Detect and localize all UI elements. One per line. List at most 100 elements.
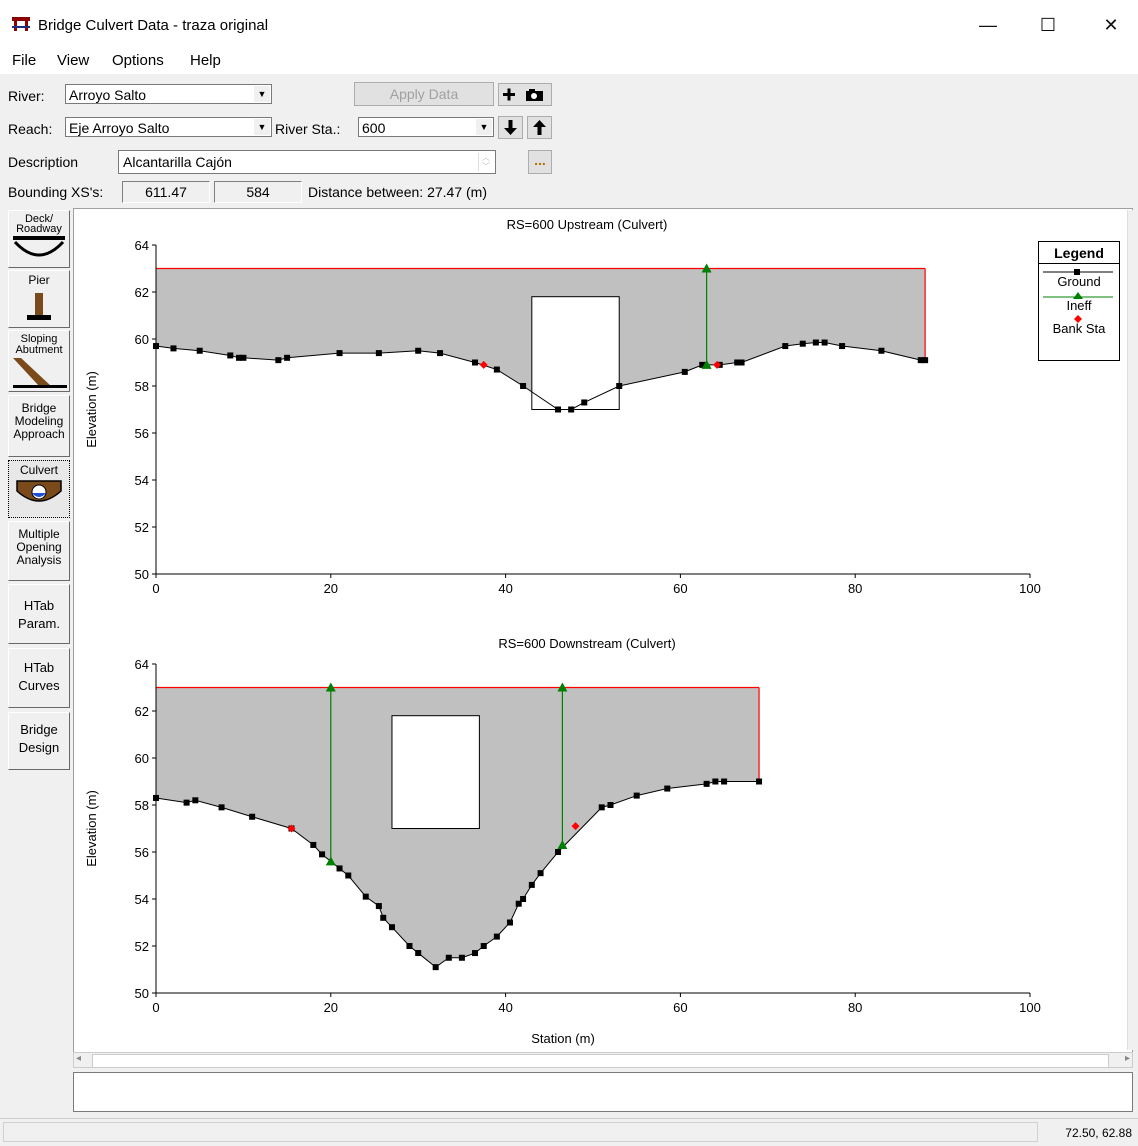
culvert-icon <box>16 480 62 502</box>
scroll-thumb[interactable] <box>92 1054 1109 1068</box>
x-tick-label: 20 <box>324 581 338 596</box>
arrow-up-icon <box>533 120 546 135</box>
next-down-button[interactable] <box>498 116 523 139</box>
close-button[interactable]: ✕ <box>1103 15 1119 35</box>
window-title: Bridge Culvert Data - traza original <box>38 17 269 34</box>
ground-point <box>336 865 343 872</box>
x-tick-label: 60 <box>673 581 687 596</box>
reach-select[interactable]: Eje Arroyo Salto ▼ <box>65 117 272 137</box>
ground-point <box>520 383 527 389</box>
ground-point <box>218 804 225 811</box>
ground-point <box>406 943 413 949</box>
bank-station-marker <box>287 824 296 833</box>
cursor-coordinates: 72.50, 62.88 <box>1065 1126 1132 1140</box>
title-bar <box>0 0 1138 50</box>
ground-point <box>236 354 243 361</box>
next-up-button[interactable] <box>527 116 552 139</box>
menu-options[interactable]: Options <box>112 52 164 69</box>
legend-bank-sta-symbol <box>1074 315 1082 323</box>
ground-point <box>738 359 745 366</box>
status-bar: 72.50, 62.88 <box>0 1118 1138 1146</box>
sidebar-deck-roadway-button[interactable]: Deck/ Roadway <box>8 210 70 268</box>
ground-point <box>555 406 562 413</box>
sidebar-culvert-button[interactable]: Culvert <box>8 460 70 518</box>
ground-point <box>922 357 929 364</box>
pier-icon <box>27 293 51 320</box>
description-ellipsis-button[interactable]: ... <box>528 150 552 174</box>
ground-point <box>388 924 395 931</box>
add-and-camera-buttons[interactable] <box>498 83 552 106</box>
y-tick-label: 54 <box>135 473 149 488</box>
bounding-upstream-value: 611.47 <box>122 181 210 203</box>
legend-title: Legend <box>1039 242 1119 264</box>
ground-point <box>336 350 343 357</box>
deck-roadway-icon <box>13 236 65 257</box>
app-icon <box>12 17 30 31</box>
chart-title: RS=600 Downstream (Culvert) <box>498 636 675 651</box>
spin-icon: ︿ ﹀ <box>478 153 493 171</box>
ground-point <box>607 802 614 808</box>
reach-value: Eje Arroyo Salto <box>69 120 170 136</box>
y-tick-label: 60 <box>135 332 149 347</box>
menu-view[interactable]: View <box>57 52 90 69</box>
sidebar-sloping-abutment-button[interactable]: Sloping Abutment <box>8 330 70 392</box>
sidebar-bridge-design-button[interactable]: Bridge Design <box>8 712 70 770</box>
sidebar-multiple-opening-analysis-button[interactable]: Multiple Opening Analysis <box>8 521 70 581</box>
minimize-button[interactable]: — <box>979 15 997 35</box>
sidebar-label: Sloping Abutment <box>15 333 63 356</box>
ground-line <box>155 781 760 968</box>
y-tick-label: 58 <box>135 379 149 394</box>
ground-point <box>458 954 465 961</box>
sidebar-label: Bridge Design <box>18 722 60 755</box>
ground-point <box>520 896 527 902</box>
menu-help[interactable]: Help <box>190 52 221 69</box>
river-sta-value: 600 <box>362 120 386 136</box>
ground-point <box>345 872 352 879</box>
ground-point <box>528 881 535 888</box>
ground-point <box>375 350 382 357</box>
ground-point <box>664 785 671 792</box>
ground-point <box>812 339 819 346</box>
sidebar-htab-curves-button[interactable]: HTab Curves <box>8 648 70 708</box>
message-box <box>73 1072 1133 1112</box>
ground-point <box>721 778 728 785</box>
river-sta-select[interactable]: 600 ▼ <box>358 117 494 137</box>
river-label: River: <box>8 88 45 104</box>
apply-data-button[interactable]: Apply Data <box>354 82 494 106</box>
y-axis-label: Elevation (m) <box>84 790 99 867</box>
ineff-marker <box>701 359 712 369</box>
scroll-left-icon[interactable]: ◂ <box>76 1053 82 1064</box>
sidebar-label: Pier <box>28 273 50 287</box>
ground-point <box>703 780 710 787</box>
sidebar-bridge-modeling-approach-button[interactable]: Bridge Modeling Approach <box>8 395 70 457</box>
x-tick-label: 80 <box>848 581 862 596</box>
ground-point <box>472 950 479 957</box>
y-tick-label: 54 <box>135 892 149 907</box>
horizontal-scrollbar[interactable]: ◂ ▸ <box>73 1052 1133 1068</box>
ground-point <box>362 893 369 900</box>
river-select[interactable]: Arroyo Salto ▼ <box>65 84 272 104</box>
vertical-scrollbar[interactable] <box>1127 210 1138 1050</box>
ground-point <box>555 849 562 855</box>
y-tick-label: 64 <box>135 238 149 253</box>
sidebar-label: HTab Param. <box>18 598 60 631</box>
maximize-button[interactable]: ☐ <box>1039 15 1057 35</box>
bank-station-marker <box>713 360 722 369</box>
y-tick-label: 56 <box>135 845 149 860</box>
ground-point <box>799 340 806 347</box>
sidebar-pier-button[interactable]: Pier <box>8 270 70 328</box>
ground-point <box>192 797 199 804</box>
ground-point <box>284 354 291 361</box>
description-field[interactable]: Alcantarilla Cajón ︿ ﹀ <box>118 150 496 174</box>
y-tick-label: 58 <box>135 798 149 813</box>
description-value: Alcantarilla Cajón <box>123 154 232 170</box>
ground-point <box>493 933 500 940</box>
ground-point <box>633 792 640 799</box>
y-tick-label: 64 <box>135 657 149 672</box>
ground-point <box>249 813 256 820</box>
ground-point <box>782 343 789 350</box>
scroll-right-icon[interactable]: ▸ <box>1124 1053 1130 1064</box>
sidebar-htab-param-button[interactable]: HTab Param. <box>8 584 70 644</box>
menu-file[interactable]: File <box>12 52 37 69</box>
